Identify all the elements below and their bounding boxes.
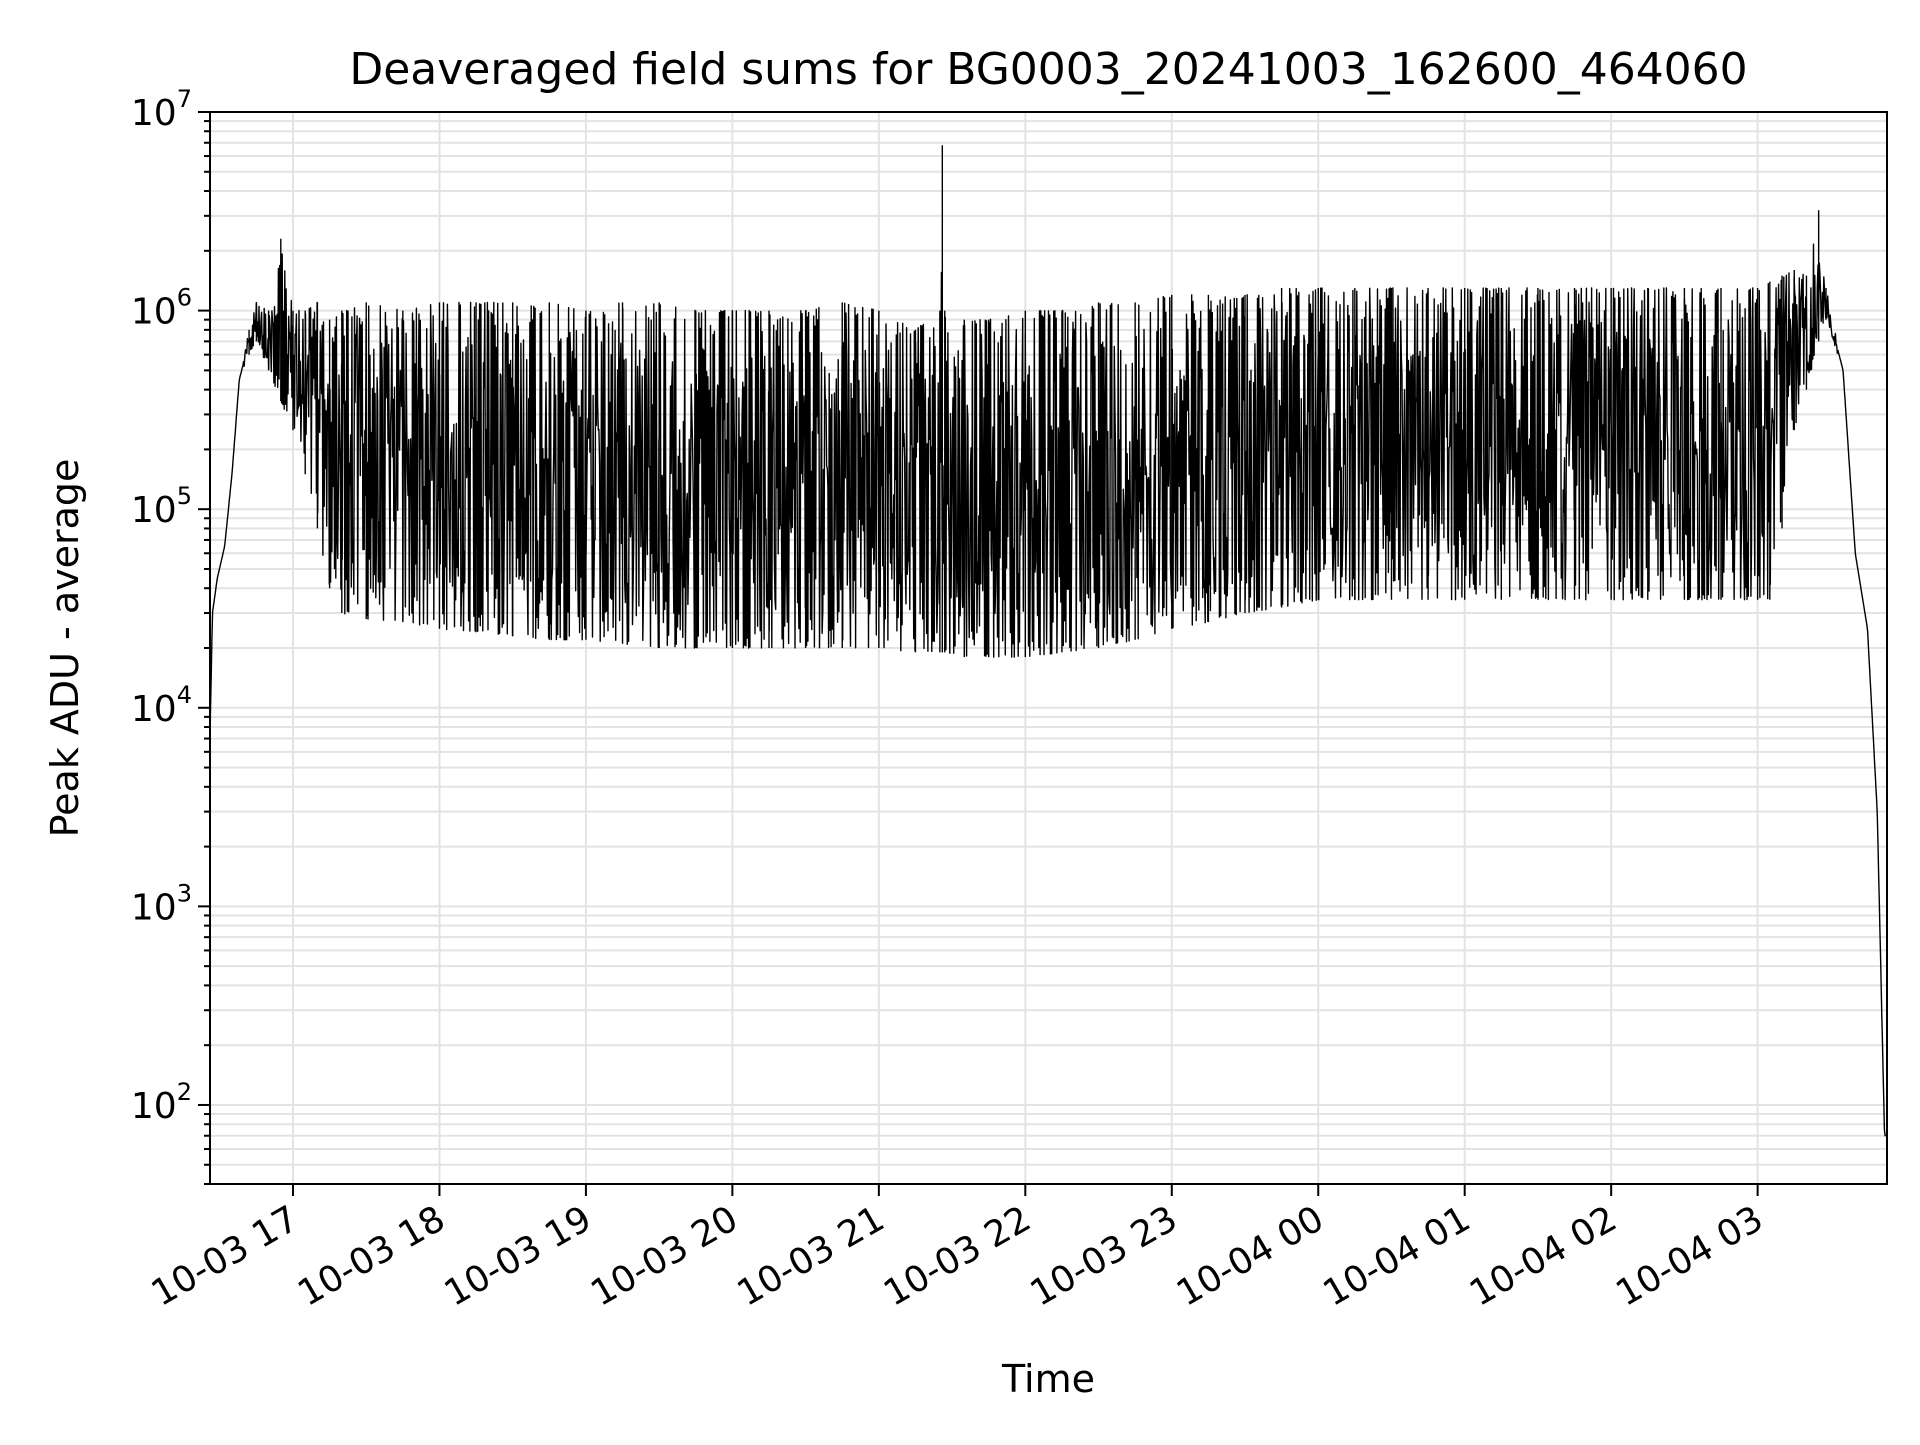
y-tick-label: 107 (131, 85, 192, 134)
series-line-0 (210, 243, 1887, 1137)
y-tick-label: 102 (131, 1078, 192, 1127)
y-tick-label: 103 (131, 879, 192, 928)
chart-title: Deaveraged field sums for BG0003_2024100… (349, 44, 1747, 95)
plot-area (210, 145, 1887, 1137)
y-tick-label: 105 (131, 482, 192, 531)
y-tick-label: 106 (131, 284, 192, 333)
y-axis-label: Peak ADU - average (43, 459, 87, 838)
y-tick-label: 104 (131, 681, 192, 730)
x-axis-label: Time (1001, 1357, 1095, 1401)
